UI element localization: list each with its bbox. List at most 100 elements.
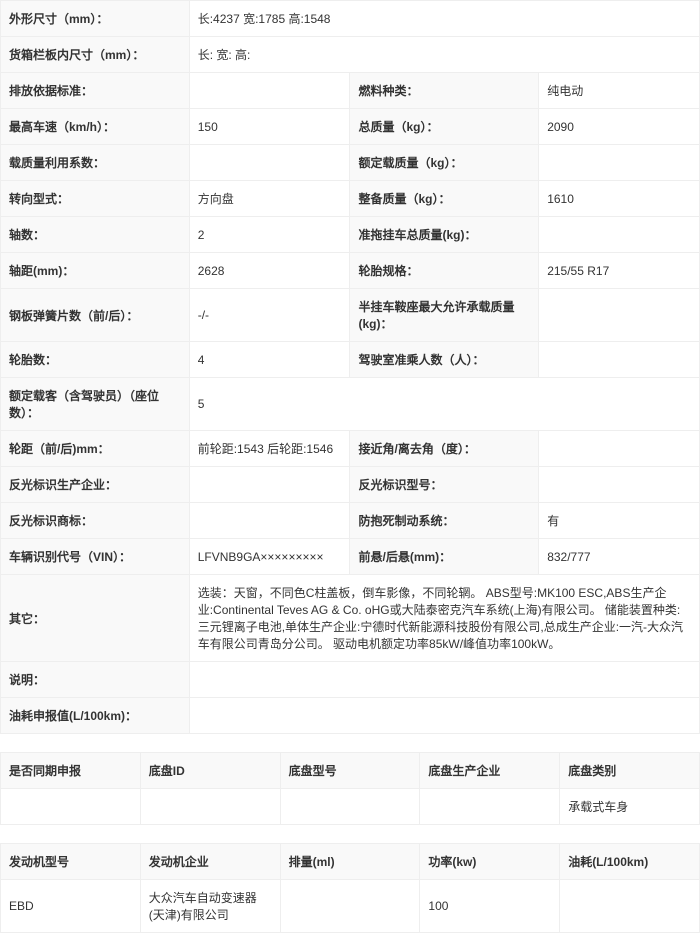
- spec-value: 有: [539, 503, 700, 539]
- engine-header: 油耗(L/100km): [560, 844, 700, 880]
- spec-label: 轴距(mm)：: [1, 253, 190, 289]
- engine-cell: EBD: [1, 880, 141, 933]
- spec-label: 额定载客（含驾驶员）（座位数）：: [1, 378, 190, 431]
- table-row: 油耗申报值(L/100km)：: [1, 698, 700, 734]
- spec-label: 半挂车鞍座最大允许承载质量(kg)：: [350, 289, 539, 342]
- spec-label: 反光标识商标：: [1, 503, 190, 539]
- engine-cell: [560, 880, 700, 933]
- table-row: 载质量利用系数： 额定载质量（kg）：: [1, 145, 700, 181]
- spec-label: 排放依据标准：: [1, 73, 190, 109]
- chassis-table: 是否同期申报 底盘ID 底盘型号 底盘生产企业 底盘类别 承载式车身: [0, 752, 700, 825]
- table-row: 钢板弹簧片数（前/后）： -/- 半挂车鞍座最大允许承载质量(kg)：: [1, 289, 700, 342]
- spec-value: 2: [189, 217, 350, 253]
- table-row: 承载式车身: [1, 789, 700, 825]
- table-row: 反光标识商标： 防抱死制动系统： 有: [1, 503, 700, 539]
- engine-cell: 100: [420, 880, 560, 933]
- spec-label: 驾驶室准乘人数（人）：: [350, 342, 539, 378]
- spec-value: 前轮距:1543 后轮距:1546: [189, 431, 350, 467]
- spec-label: 载质量利用系数：: [1, 145, 190, 181]
- spec-value: [539, 342, 700, 378]
- table-row: 车辆识别代号（VIN）： LFVNB9GA××××××××× 前悬/后悬(mm)…: [1, 539, 700, 575]
- table-header-row: 发动机型号 发动机企业 排量(ml) 功率(kw) 油耗(L/100km): [1, 844, 700, 880]
- spec-label: 轮胎规格：: [350, 253, 539, 289]
- engine-header: 排量(ml): [280, 844, 420, 880]
- spec-value: 5: [189, 378, 699, 431]
- table-row: 说明：: [1, 662, 700, 698]
- table-row: 轴数： 2 准拖挂车总质量(kg)：: [1, 217, 700, 253]
- spec-label: 转向型式：: [1, 181, 190, 217]
- spec-value: 纯电动: [539, 73, 700, 109]
- spec-value: [539, 431, 700, 467]
- chassis-cell: [280, 789, 420, 825]
- chassis-header: 底盘生产企业: [420, 753, 560, 789]
- spec-value: 方向盘: [189, 181, 350, 217]
- spec-value: 832/777: [539, 539, 700, 575]
- spec-label: 燃料种类：: [350, 73, 539, 109]
- spec-label: 反光标识生产企业：: [1, 467, 190, 503]
- spec-value: -/-: [189, 289, 350, 342]
- chassis-header: 底盘型号: [280, 753, 420, 789]
- spec-value: 选装：天窗，不同色C柱盖板，倒车影像，不同轮辋。 ABS型号:MK100 ESC…: [189, 575, 699, 662]
- specs-table: 外形尺寸（mm）： 长:4237 宽:1785 高:1548 货箱栏板内尺寸（m…: [0, 0, 700, 734]
- spec-label: 外形尺寸（mm）：: [1, 1, 190, 37]
- spec-value: 215/55 R17: [539, 253, 700, 289]
- table-row: EBD 大众汽车自动变速器(天津)有限公司 100: [1, 880, 700, 933]
- spec-value: 150: [189, 109, 350, 145]
- spec-label: 轮距（前/后)mm：: [1, 431, 190, 467]
- spec-value: [189, 73, 350, 109]
- chassis-cell: [1, 789, 141, 825]
- spec-label: 接近角/离去角（度）：: [350, 431, 539, 467]
- spec-label: 车辆识别代号（VIN）：: [1, 539, 190, 575]
- table-row: 转向型式： 方向盘 整备质量（kg）： 1610: [1, 181, 700, 217]
- table-row: 反光标识生产企业： 反光标识型号：: [1, 467, 700, 503]
- chassis-header: 底盘ID: [140, 753, 280, 789]
- spec-value: 2090: [539, 109, 700, 145]
- spec-value: [189, 662, 699, 698]
- spec-label: 货箱栏板内尺寸（mm）：: [1, 37, 190, 73]
- chassis-cell: [420, 789, 560, 825]
- engine-header: 发动机型号: [1, 844, 141, 880]
- spec-label: 其它：: [1, 575, 190, 662]
- spec-label: 额定载质量（kg）：: [350, 145, 539, 181]
- spec-value: [539, 145, 700, 181]
- table-row: 轮胎数： 4 驾驶室准乘人数（人）：: [1, 342, 700, 378]
- spec-value: 4: [189, 342, 350, 378]
- spec-value: [539, 217, 700, 253]
- engine-cell: [280, 880, 420, 933]
- engine-header: 发动机企业: [140, 844, 280, 880]
- table-row: 外形尺寸（mm）： 长:4237 宽:1785 高:1548: [1, 1, 700, 37]
- engine-header: 功率(kw): [420, 844, 560, 880]
- engine-table: 发动机型号 发动机企业 排量(ml) 功率(kw) 油耗(L/100km) EB…: [0, 843, 700, 933]
- spec-value: [189, 467, 350, 503]
- spec-value: 1610: [539, 181, 700, 217]
- spec-label: 总质量（kg）：: [350, 109, 539, 145]
- spec-label: 最高车速（km/h）：: [1, 109, 190, 145]
- spec-value: [189, 145, 350, 181]
- table-row: 轴距(mm)： 2628 轮胎规格： 215/55 R17: [1, 253, 700, 289]
- table-header-row: 是否同期申报 底盘ID 底盘型号 底盘生产企业 底盘类别: [1, 753, 700, 789]
- table-row: 最高车速（km/h）： 150 总质量（kg）： 2090: [1, 109, 700, 145]
- spec-label: 准拖挂车总质量(kg)：: [350, 217, 539, 253]
- chassis-header: 是否同期申报: [1, 753, 141, 789]
- chassis-header: 底盘类别: [560, 753, 700, 789]
- spec-value: 长:4237 宽:1785 高:1548: [189, 1, 699, 37]
- spec-value: LFVNB9GA×××××××××: [189, 539, 350, 575]
- chassis-cell: 承载式车身: [560, 789, 700, 825]
- spec-label: 轮胎数：: [1, 342, 190, 378]
- spec-label: 防抱死制动系统：: [350, 503, 539, 539]
- spec-label: 轴数：: [1, 217, 190, 253]
- spec-value: [539, 289, 700, 342]
- spec-label: 说明：: [1, 662, 190, 698]
- engine-cell: 大众汽车自动变速器(天津)有限公司: [140, 880, 280, 933]
- spec-label: 钢板弹簧片数（前/后）：: [1, 289, 190, 342]
- spec-label: 反光标识型号：: [350, 467, 539, 503]
- table-row: 排放依据标准： 燃料种类： 纯电动: [1, 73, 700, 109]
- table-row: 额定载客（含驾驶员）（座位数）： 5: [1, 378, 700, 431]
- spec-label: 整备质量（kg）：: [350, 181, 539, 217]
- spec-value: [539, 467, 700, 503]
- spec-value: [189, 698, 699, 734]
- spec-label: 油耗申报值(L/100km)：: [1, 698, 190, 734]
- table-row: 其它： 选装：天窗，不同色C柱盖板，倒车影像，不同轮辋。 ABS型号:MK100…: [1, 575, 700, 662]
- spec-label: 前悬/后悬(mm)：: [350, 539, 539, 575]
- table-row: 货箱栏板内尺寸（mm）： 长: 宽: 高:: [1, 37, 700, 73]
